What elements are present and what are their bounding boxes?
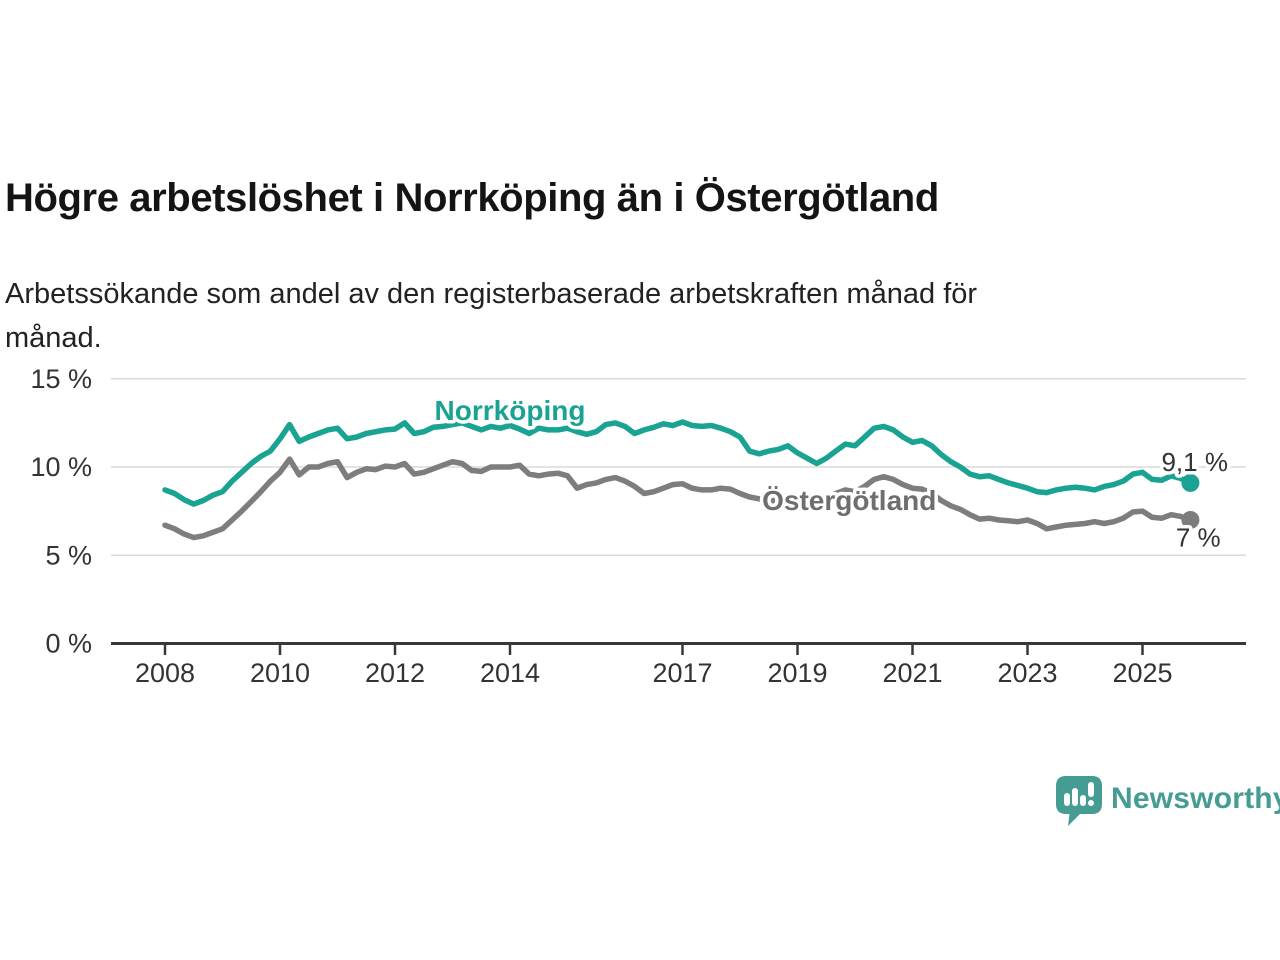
x-tick-label-2019: 2019 [767, 658, 827, 688]
newsworthy-logo: Newsworthy [1056, 776, 1280, 826]
x-tick-label-2012: 2012 [365, 658, 425, 688]
x-tick-label-2025: 2025 [1112, 658, 1172, 688]
x-tick-label-2023: 2023 [997, 658, 1057, 688]
x-tick-label-2010: 2010 [250, 658, 310, 688]
y-tick-label-15: 15 % [30, 364, 92, 394]
newsworthy-brand-text: Newsworthy [1111, 782, 1280, 815]
series-line-ostergotland [162, 456, 1194, 541]
series-line-norrkoping [162, 419, 1194, 507]
x-tick-label-2017: 2017 [652, 658, 712, 688]
series-label-norrkoping: Norrköping [435, 395, 586, 426]
newsworthy-logo-icon [1056, 776, 1102, 826]
series-end-value-ostergotland: 7 % [1176, 522, 1221, 552]
y-tick-label-0: 0 % [45, 629, 92, 659]
series-end-dot-ostergotland [1181, 510, 1200, 529]
y-tick-label-5: 5 % [45, 540, 92, 570]
series-label-ostergotland: Östergötland [762, 485, 936, 516]
series-end-dot-norrkoping [1181, 473, 1200, 492]
series-end-value-norrkoping: 9,1 % [1161, 447, 1228, 477]
x-tick-label-2008: 2008 [135, 658, 195, 688]
chart-title: Högre arbetslöshet i Norrköping än i Öst… [5, 175, 939, 220]
chart-subtitle: Arbetssökande som andel av den registerb… [5, 278, 978, 354]
x-tick-label-2021: 2021 [882, 658, 942, 688]
x-tick-label-2014: 2014 [480, 658, 540, 688]
y-tick-label-10: 10 % [30, 452, 92, 482]
